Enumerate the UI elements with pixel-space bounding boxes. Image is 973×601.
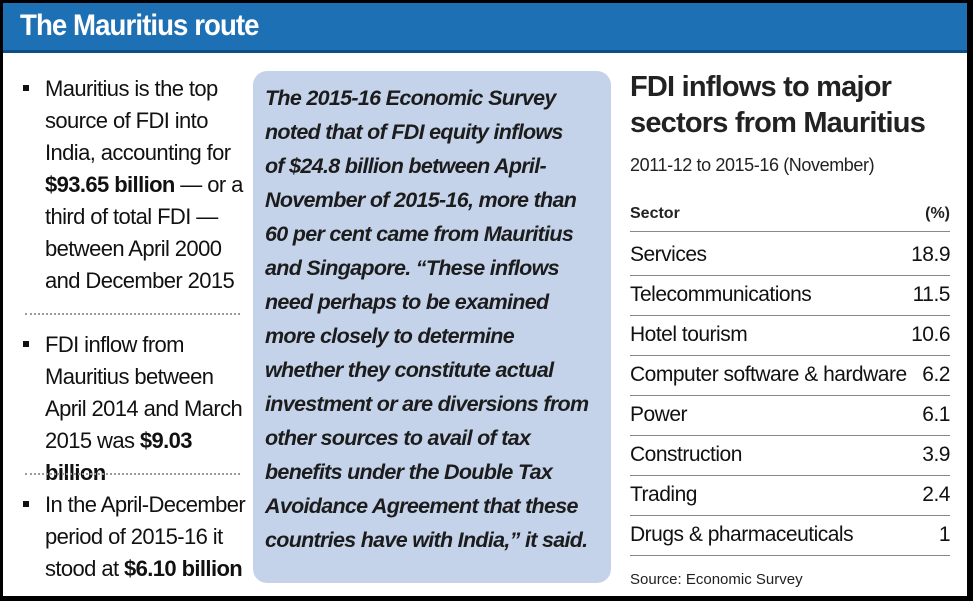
table-row: Telecommunications 11.5 xyxy=(630,275,951,316)
column-header-percent: (%) xyxy=(925,205,950,222)
quote-text: The 2015-16 Economic Survey noted that o… xyxy=(265,86,589,552)
sector-cell: Services xyxy=(630,243,707,266)
percent-cell: 18.9 xyxy=(911,243,950,266)
bullet-square-icon xyxy=(23,501,29,507)
percent-cell: 10.6 xyxy=(911,323,950,346)
sector-cell: Telecommunications xyxy=(630,283,812,306)
bullet-square-icon xyxy=(23,85,29,91)
percent-cell: 3.9 xyxy=(922,443,950,466)
table-row: Hotel tourism 10.6 xyxy=(630,315,950,356)
percent-cell: 2.4 xyxy=(922,483,950,506)
percent-cell: 6.1 xyxy=(922,403,950,426)
quote-panel: The 2015-16 Economic Survey noted that o… xyxy=(253,71,611,583)
table-row: Drugs & pharmaceuticals 1 xyxy=(630,515,951,556)
source-note: Source: Economic Survey xyxy=(630,571,803,588)
infographic-frame: The Mauritius route Mauritius is the top… xyxy=(3,3,967,596)
table-subtitle: 2011-12 to 2015-16 (November) xyxy=(630,155,875,175)
percent-cell: 6.2 xyxy=(922,363,950,386)
table-row: Power 6.1 xyxy=(630,395,950,436)
bullet-square-icon xyxy=(23,341,29,347)
divider xyxy=(25,313,240,315)
percent-cell: 11.5 xyxy=(912,283,951,306)
table-row: Trading 2.4 xyxy=(630,475,950,516)
sector-cell: Trading xyxy=(630,483,697,506)
bullet-text: In the April-December period of 2015-16 … xyxy=(45,492,246,581)
sector-cell: Drugs & pharmaceuticals xyxy=(630,523,854,546)
bullet-text: FDI inflow from Mauritius between April … xyxy=(45,332,243,485)
table-header-row: Sector (%) xyxy=(630,205,950,232)
page-title: The Mauritius route xyxy=(20,9,260,42)
table-row: Services 18.9 xyxy=(630,235,950,276)
header-bar: The Mauritius route xyxy=(3,3,967,53)
table-title: FDI inflows to major sectors from Maurit… xyxy=(630,71,926,139)
column-header-sector: Sector xyxy=(630,205,680,222)
table-row: Computer software & hardware 6.2 xyxy=(630,355,950,396)
divider xyxy=(25,473,240,475)
sector-cell: Construction xyxy=(630,443,742,466)
table-row: Construction 3.9 xyxy=(630,435,950,476)
sector-cell: Computer software & hardware xyxy=(630,363,907,386)
sector-cell: Power xyxy=(630,403,688,426)
bullet-text: Mauritius is the top source of FDI into … xyxy=(45,76,243,293)
sector-cell: Hotel tourism xyxy=(630,323,748,346)
percent-cell: 1 xyxy=(938,523,951,546)
